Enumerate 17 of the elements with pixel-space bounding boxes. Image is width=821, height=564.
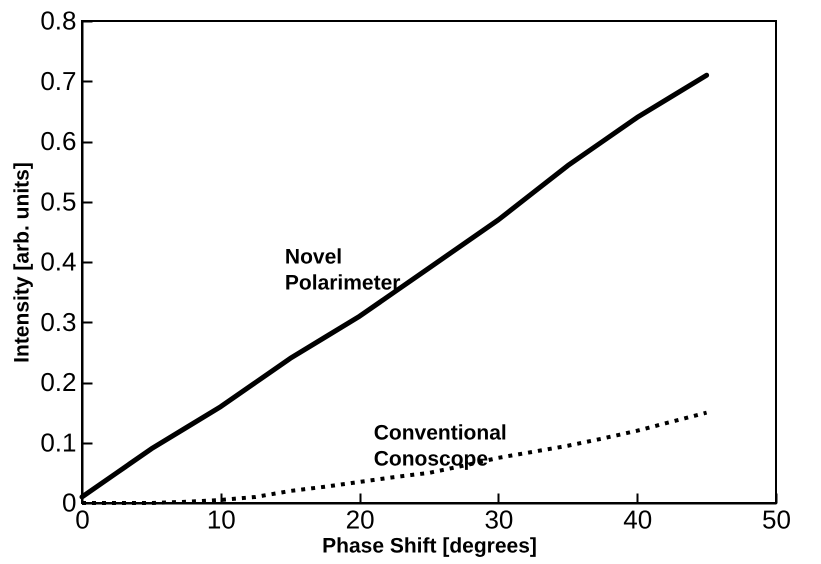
series-label: Conventional Conoscope: [374, 422, 507, 471]
series-label: Novel Polarimeter: [284, 245, 400, 294]
y-tick-label: 0.2: [40, 367, 76, 397]
x-tick-label: 30: [484, 504, 514, 534]
y-tick-label: 0.7: [40, 66, 76, 96]
y-tick-label: 0.3: [40, 306, 76, 337]
x-tick-label: 20: [346, 504, 375, 534]
y-tick-label: 0.4: [40, 246, 76, 276]
y-tick-label: 0.1: [40, 427, 76, 458]
y-tick-label: 0.5: [40, 186, 76, 216]
x-axis-title: Phase Shift [degrees]: [322, 534, 537, 558]
y-axis-title: Intensity [arb. units]: [10, 162, 34, 363]
y-tick-label: 0.6: [40, 126, 76, 156]
x-tick-label: 40: [623, 504, 652, 534]
x-tick-label: 50: [762, 504, 791, 534]
y-tick-label: 0.8: [40, 6, 76, 36]
x-tick-label: 10: [206, 504, 236, 534]
